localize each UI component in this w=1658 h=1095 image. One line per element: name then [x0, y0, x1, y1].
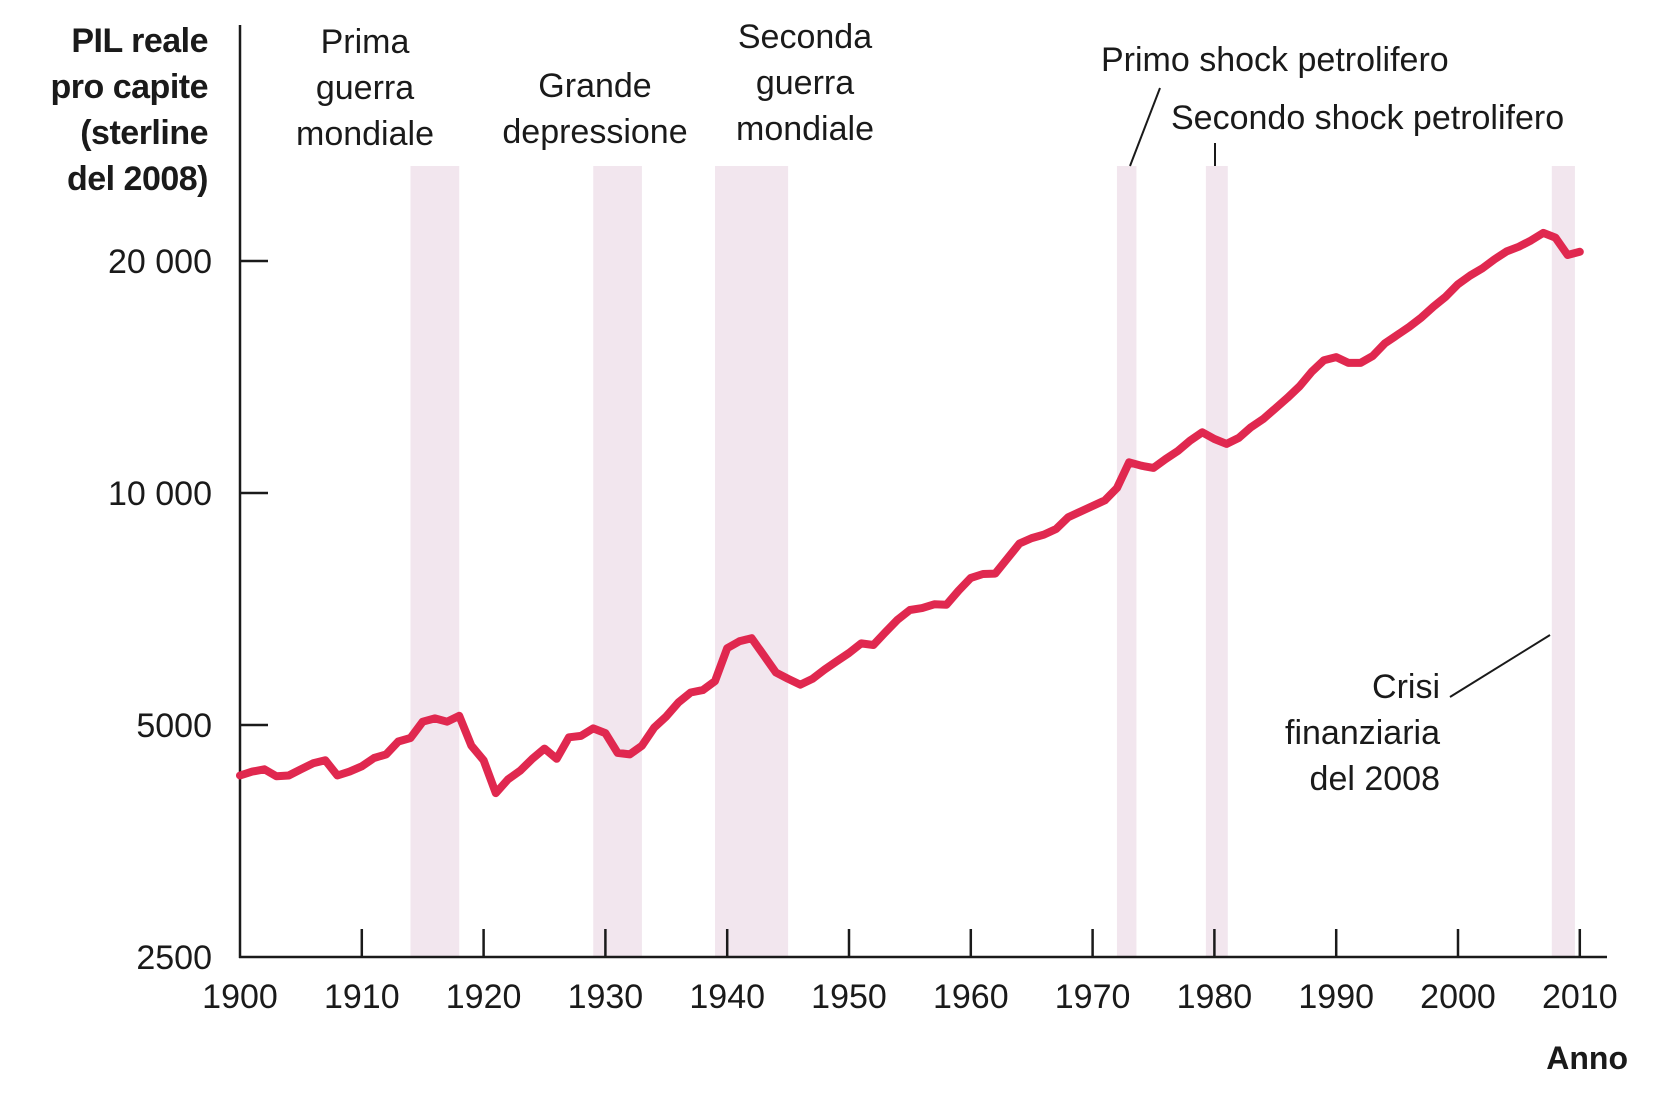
event-label-line: mondiale	[296, 115, 434, 153]
event-label-ww1: Prima guerra mondiale	[265, 19, 465, 157]
x-tick-label: 1920	[446, 978, 522, 1016]
event-band	[410, 166, 460, 957]
event-label-line: Secondo shock petrolifero	[1171, 99, 1565, 137]
event-bands	[410, 166, 1575, 957]
event-label-line: mondiale	[736, 110, 874, 148]
y-axis-label: PIL reale pro capite (sterline del 2008)	[18, 18, 209, 202]
event-band	[1205, 166, 1228, 957]
y-axis-label-line: del 2008)	[66, 160, 209, 198]
event-band	[1551, 166, 1575, 957]
event-label-line: Seconda	[737, 18, 873, 56]
y-tick-label: 2500	[136, 939, 212, 977]
event-band	[593, 166, 642, 957]
x-tick-label: 2010	[1542, 978, 1618, 1016]
event-label-financial-crisis: Crisi finanziaria del 2008	[1180, 664, 1440, 802]
event-label-first-oil-shock: Primo shock petrolifero	[1101, 37, 1449, 83]
annotation-leaders	[1129, 87, 1551, 698]
event-band	[1116, 166, 1137, 957]
y-axis-label-line: (sterline	[80, 114, 208, 152]
event-label-line: depressione	[502, 113, 688, 151]
x-tick-label: 1950	[811, 978, 887, 1016]
x-tick-label: 1960	[933, 978, 1009, 1016]
leader-line-financial-crisis	[1449, 634, 1551, 698]
x-tick-label: 1970	[1055, 978, 1131, 1016]
event-label-line: Grande	[538, 67, 652, 105]
event-label-line: Prima	[320, 23, 410, 61]
y-axis-label-line: pro capite	[50, 68, 209, 106]
data-series	[236, 228, 1584, 798]
y-axis-label-line: PIL reale	[71, 22, 208, 60]
y-tick-label: 5000	[136, 707, 212, 745]
event-label-great-depression: Grande depressione	[475, 63, 715, 155]
x-tick-label: 1900	[202, 978, 278, 1016]
leader-line-first-oil-shock	[1129, 87, 1161, 167]
event-label-second-oil-shock: Secondo shock petrolifero	[1171, 95, 1564, 141]
y-tick-label: 20 000	[108, 243, 212, 281]
y-tick-label: 10 000	[108, 475, 212, 513]
x-tick-label: 1910	[324, 978, 400, 1016]
event-label-line: finanziaria	[1285, 714, 1440, 752]
event-band	[715, 166, 789, 957]
event-label-line: del 2008	[1309, 760, 1440, 798]
x-tick-label: 1930	[568, 978, 644, 1016]
x-tick-label: 2000	[1420, 978, 1496, 1016]
series-line	[236, 228, 1584, 798]
axes: 1900 1910 1920 1930 1940 1950 1960 1970 1980 1990…	[108, 25, 1618, 1016]
event-label-ww2: Seconda guerra mondiale	[700, 14, 910, 152]
x-tick-label: 1940	[689, 978, 765, 1016]
x-tick-label: 1980	[1177, 978, 1253, 1016]
event-label-line: guerra	[315, 69, 415, 107]
event-label-line: Crisi	[1372, 668, 1440, 706]
x-tick-label: 1990	[1298, 978, 1374, 1016]
event-label-line: Primo shock petrolifero	[1101, 41, 1449, 79]
x-axis-label: Anno	[1546, 1040, 1628, 1076]
event-label-line: guerra	[755, 64, 855, 102]
